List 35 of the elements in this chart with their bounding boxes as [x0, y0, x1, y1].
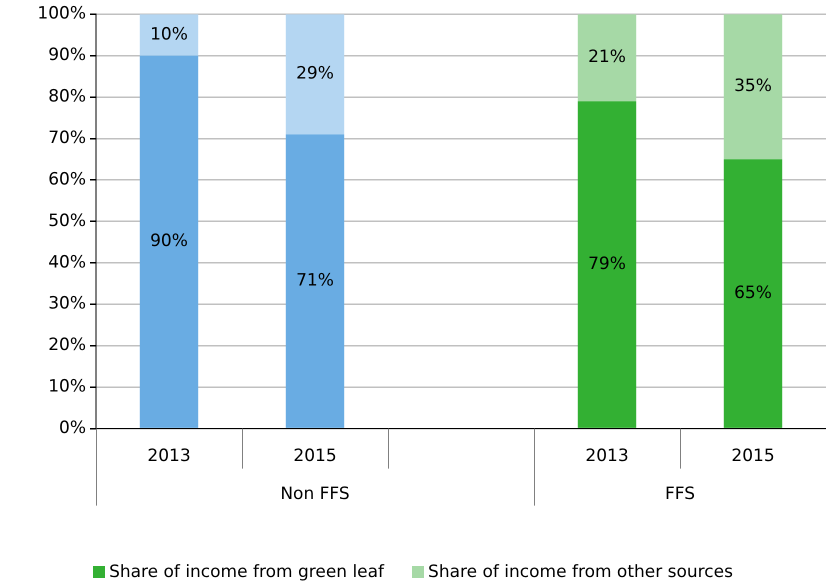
bar: [578, 101, 636, 428]
x-tick-label: 2013: [147, 446, 191, 466]
data-label: 35%: [734, 76, 772, 96]
y-tick-label: 0%: [59, 418, 86, 438]
bar: [724, 14, 782, 160]
data-label: 71%: [296, 270, 334, 291]
text: FFS: [664, 484, 696, 504]
y-tick-label: 30%: [48, 294, 86, 314]
y-tick-label: 60%: [48, 169, 86, 190]
x-tick-label: 2013: [585, 446, 629, 466]
text: Non FFS: [280, 484, 350, 504]
data-label: 29%: [296, 64, 334, 84]
y-tick-label: 20%: [48, 335, 86, 356]
y-tick-label: 80%: [48, 86, 86, 106]
data-label: 21%: [588, 47, 626, 68]
data-label: 65%: [734, 282, 772, 303]
y-tick-label: 10%: [48, 376, 86, 397]
bar: [140, 14, 198, 56]
legend-label: Share of income from green leaf: [109, 562, 384, 582]
y-tick-label: 90%: [48, 45, 86, 66]
bar: [286, 14, 344, 134]
data-label: 79%: [588, 254, 626, 274]
y-tick-label: 40%: [48, 252, 86, 272]
x-tick-label: 2015: [293, 446, 337, 466]
bar: [140, 56, 198, 428]
bar: [286, 134, 344, 428]
bar: [724, 159, 782, 428]
bar: [578, 14, 636, 102]
y-tick-label: 100%: [37, 4, 86, 24]
y-tick-label: 70%: [48, 128, 86, 148]
y-tick-label: 50%: [48, 210, 86, 231]
legend-label: Share of income from other sources: [428, 562, 733, 582]
x-tick-label: 2015: [731, 446, 775, 466]
data-label: 90%: [150, 231, 188, 252]
data-label: 10%: [150, 24, 188, 44]
